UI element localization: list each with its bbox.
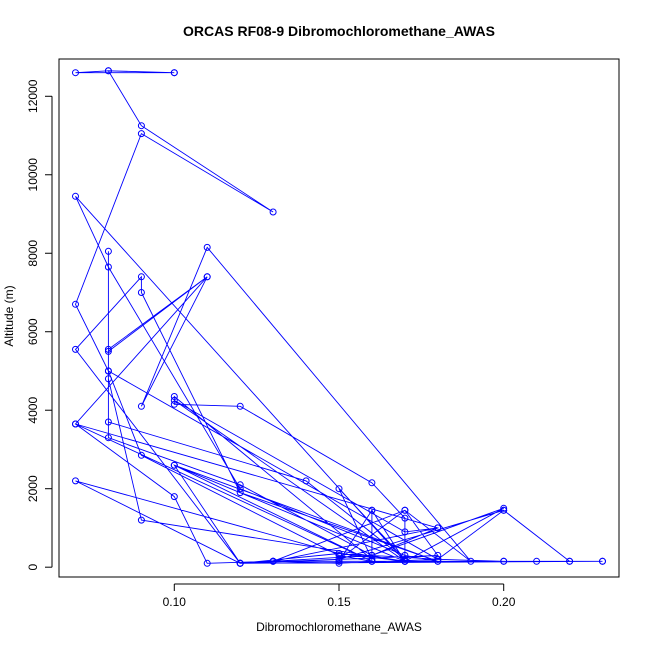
- data-point: [104, 418, 112, 426]
- y-tick-label: 10000: [26, 158, 40, 192]
- data-point: [401, 514, 409, 522]
- data-point: [500, 504, 508, 512]
- data-point: [533, 557, 541, 565]
- data-point: [104, 263, 112, 271]
- data-point: [137, 451, 145, 459]
- data-point: [170, 393, 178, 400]
- data-point: [368, 506, 376, 514]
- data-point: [104, 347, 112, 355]
- data-point: [467, 557, 475, 565]
- data-point: [72, 420, 79, 428]
- x-tick-label: 0.20: [492, 595, 516, 609]
- data-point: [368, 557, 376, 565]
- data-point: [236, 559, 244, 567]
- data-point: [269, 208, 277, 216]
- data-point: [401, 555, 409, 563]
- data-point: [137, 402, 145, 410]
- data-point: [335, 559, 343, 567]
- data-point: [401, 506, 409, 514]
- data-point: [236, 481, 244, 489]
- data-point: [236, 402, 244, 410]
- y-tick-label: 12000: [26, 79, 40, 113]
- data-point: [137, 130, 145, 138]
- y-axis: 0 2000 4000 6000 8000 10000 12000: [26, 79, 53, 571]
- x-axis: 0.10 0.15 0.20: [163, 583, 516, 609]
- series-line-1: [74, 70, 603, 564]
- data-point: [368, 555, 376, 563]
- data-point: [137, 122, 145, 130]
- data-point: [500, 557, 508, 565]
- data-point: [104, 345, 112, 353]
- data-point: [368, 479, 376, 487]
- data-point: [434, 555, 442, 563]
- data-point: [434, 557, 442, 565]
- data-point: [137, 516, 145, 524]
- data-point: [302, 477, 310, 485]
- data-point: [401, 528, 409, 536]
- data-point: [236, 485, 244, 493]
- data-point: [269, 557, 277, 565]
- data-point: [104, 247, 112, 255]
- data-point: [170, 69, 178, 77]
- data-point: [72, 345, 79, 353]
- data-point: [335, 557, 343, 565]
- data-point: [335, 550, 343, 557]
- y-tick-label: 0: [26, 564, 40, 571]
- x-tick-label: 0.10: [163, 595, 187, 609]
- data-point: [137, 273, 145, 281]
- data-point: [170, 461, 178, 469]
- data-point: [72, 69, 79, 77]
- data-point: [203, 273, 211, 281]
- data-point: [170, 493, 178, 501]
- data-point: [104, 367, 112, 375]
- data-point: [401, 557, 409, 565]
- data-point: [104, 67, 112, 75]
- data-point: [137, 289, 145, 296]
- data-point: [72, 192, 79, 200]
- plot-frame: [58, 58, 620, 578]
- y-tick-label: 2000: [26, 475, 40, 502]
- y-tick-label: 4000: [26, 397, 40, 424]
- y-tick-label: 8000: [26, 240, 40, 267]
- data-point: [170, 396, 178, 404]
- data-point: [566, 557, 574, 565]
- y-tick-label: 6000: [26, 318, 40, 345]
- data-point: [599, 557, 606, 565]
- data-point: [72, 300, 79, 308]
- x-tick-label: 0.15: [327, 595, 351, 609]
- data-point: [104, 375, 112, 383]
- chart-title: ORCAS RF08-9 Dibromochloromethane_AWAS: [183, 23, 495, 39]
- data-point: [170, 400, 178, 408]
- x-axis-label: Dibromochloromethane_AWAS: [256, 620, 422, 634]
- data-point: [203, 243, 211, 251]
- data-point: [203, 559, 211, 567]
- y-axis-label: Altitude (m): [2, 285, 16, 346]
- data-point: [236, 489, 244, 497]
- data-point: [434, 524, 442, 532]
- data-point: [104, 434, 112, 442]
- data-point: [335, 485, 343, 493]
- plot-area: [72, 67, 606, 567]
- data-point: [500, 506, 508, 514]
- data-point: [72, 477, 79, 485]
